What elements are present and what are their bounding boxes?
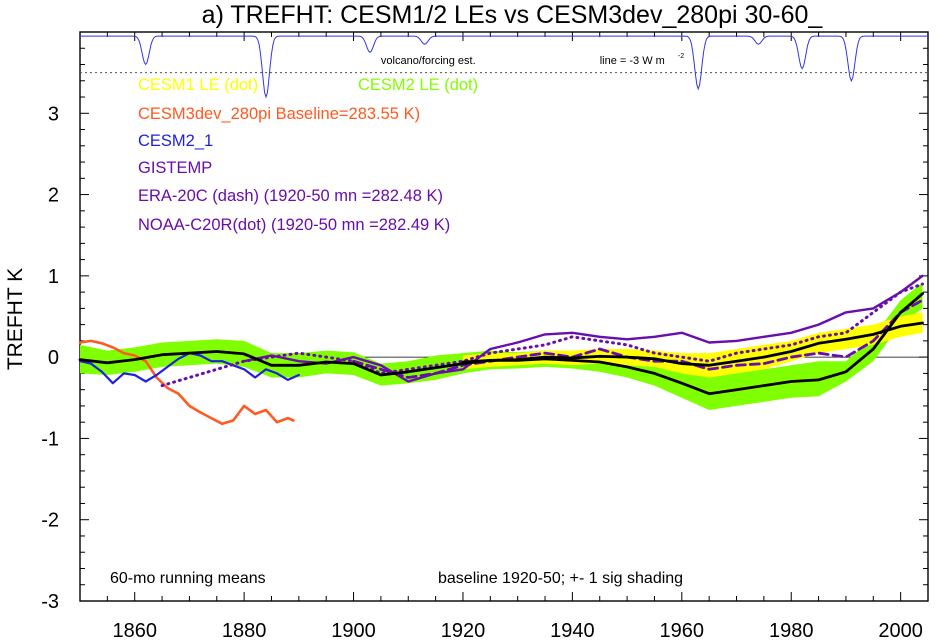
- cesm2-band: [80, 282, 923, 410]
- volcano-line-label: line = -3 W m: [600, 55, 665, 67]
- y-axis-label: TREFHT K: [4, 268, 27, 370]
- annotation: baseline 1920-50; +- 1 sig shading: [438, 570, 683, 587]
- chart-title: a) TREFHT: CESM1/2 LEs vs CESM3dev_280pi…: [202, 1, 824, 29]
- volcano-forcing-line: [80, 35, 928, 99]
- x-tick-label: 1920: [441, 620, 486, 641]
- cesm1-mean-line: [461, 321, 924, 367]
- x-tick-label: 1940: [550, 620, 595, 641]
- x-tick-label: 1900: [331, 620, 376, 641]
- plot-area: 1860 1880 1900 1920 1940 1960 1980 2000 -3 -2 -1 0 1…: [41, 31, 929, 641]
- legend-entry: GISTEMP: [138, 159, 212, 177]
- legend-entry: CESM2_1: [138, 132, 213, 150]
- y-tick-label: -3: [41, 591, 59, 613]
- legend-entry: CESM2 LE (dot): [358, 76, 478, 94]
- volcano-line-label-exponent: -2: [678, 53, 684, 60]
- y-tick-label: -2: [41, 510, 59, 532]
- volcano-label: volcano/forcing est.: [381, 55, 476, 67]
- x-tick-label: 1880: [222, 620, 267, 641]
- annotation: 60-mo running means: [110, 570, 266, 587]
- y-tick-label: -1: [41, 428, 59, 450]
- legend-entry: CESM1 LE (dot): [138, 76, 258, 94]
- noaa-c20r-line: [160, 282, 924, 388]
- x-tick-label: 1860: [112, 620, 157, 641]
- cesm2-mean-line: [78, 292, 924, 396]
- gistemp-line: [242, 274, 924, 383]
- y-tick-label: 1: [48, 266, 59, 288]
- legend-entry: ERA-20C (dash) (1920-50 mn =282.48 K): [138, 187, 443, 205]
- y-tick-label: 0: [48, 347, 59, 369]
- x-tick-label: 1960: [660, 620, 705, 641]
- cesm3dev-line: [78, 339, 295, 426]
- x-tick-label: 1980: [769, 620, 814, 641]
- y-tick-label: 2: [48, 185, 59, 207]
- plot-frame: [79, 31, 929, 602]
- y-tick-label: 3: [48, 103, 59, 125]
- x-tick-label: 2000: [878, 620, 923, 641]
- legend-entry: CESM3dev_280pi Baseline=283.55 K): [138, 105, 420, 123]
- legend-entry: NOAA-C20R(dot) (1920-50 mn =282.49 K): [138, 216, 450, 234]
